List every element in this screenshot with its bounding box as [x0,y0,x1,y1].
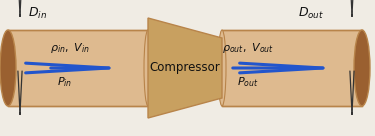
Text: $P_\mathregular{out}$: $P_\mathregular{out}$ [237,75,259,89]
Text: Compressor: Compressor [150,61,220,75]
Text: $P_\mathregular{in}$: $P_\mathregular{in}$ [57,75,73,89]
Text: $\rho_\mathregular{in},\ V_\mathregular{in}$: $\rho_\mathregular{in},\ V_\mathregular{… [50,41,90,55]
Ellipse shape [144,30,152,106]
Bar [222,30,362,106]
Bar [8,30,148,106]
Text: $D_\mathregular{out}$: $D_\mathregular{out}$ [298,6,324,21]
Text: $D_\mathregular{in}$: $D_\mathregular{in}$ [28,6,47,21]
Ellipse shape [218,30,226,106]
Ellipse shape [0,30,16,106]
Ellipse shape [354,30,370,106]
Text: $\rho_\mathregular{out},\ V_\mathregular{out}$: $\rho_\mathregular{out},\ V_\mathregular… [222,41,274,55]
Polygon shape [148,18,222,118]
